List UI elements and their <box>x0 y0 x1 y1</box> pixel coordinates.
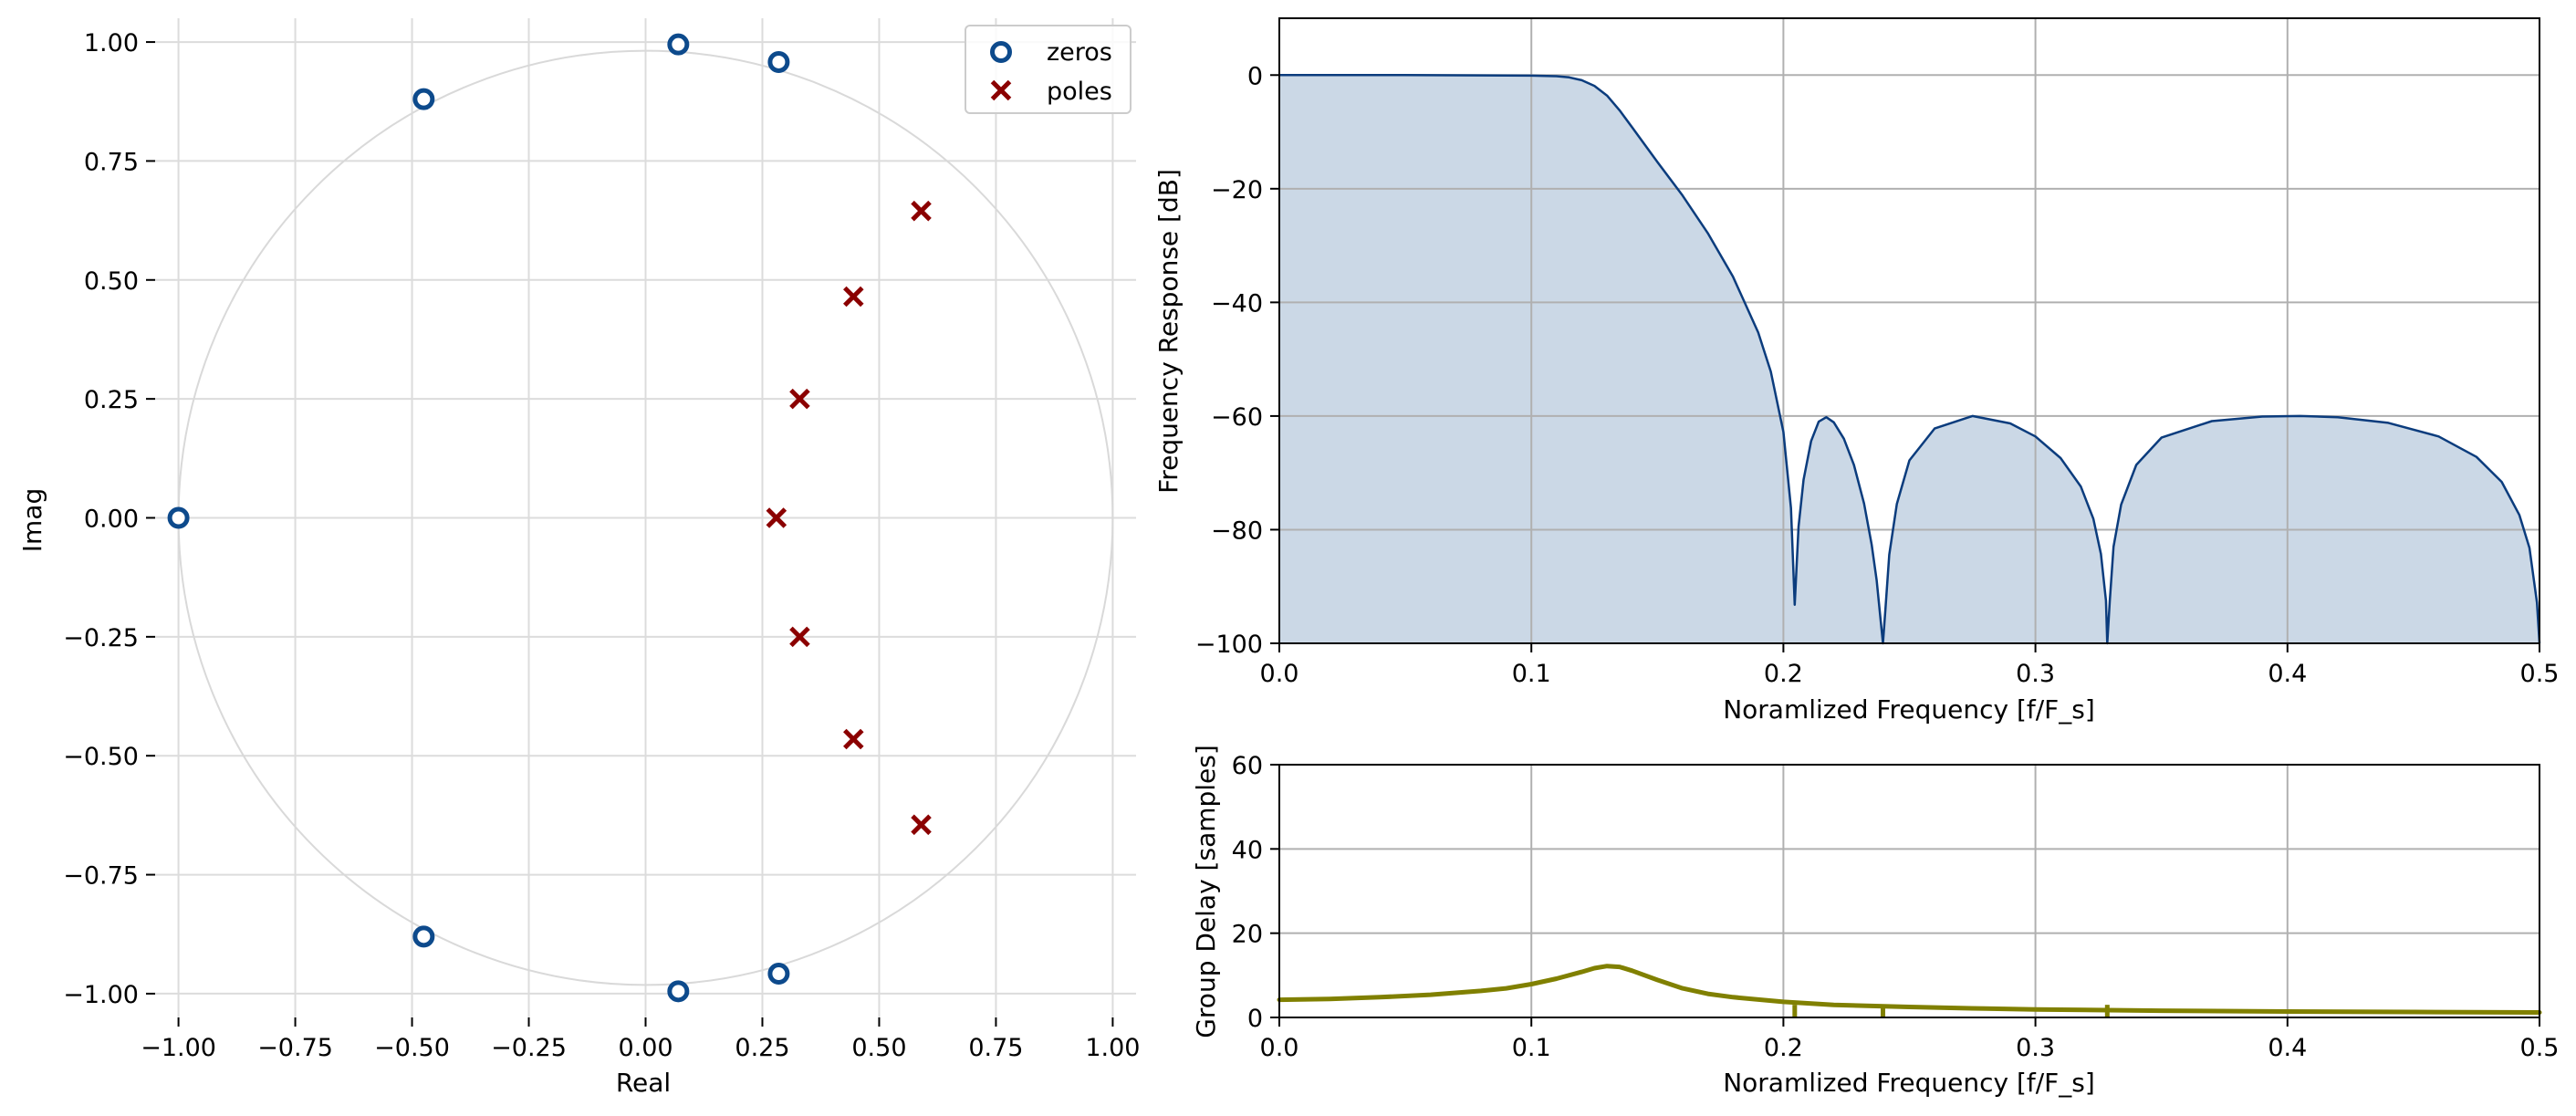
fr-y-axis-label: Frequency Response [dB] <box>1153 169 1184 494</box>
pz-ytick-label-0: 1.00 <box>84 29 139 57</box>
pole-marker-2-stroke-b <box>789 388 810 410</box>
pz-xtick-label-2: −0.50 <box>374 1034 450 1062</box>
pole-marker-0 <box>911 200 932 222</box>
gd-ytick-label-2: 20 <box>1232 921 1263 949</box>
gd-ytick-label-0: 60 <box>1232 752 1263 780</box>
fr-xtick-label-4: 0.4 <box>2268 660 2307 688</box>
group-delay-line <box>1277 964 2542 1015</box>
pole-marker-2 <box>789 388 810 410</box>
pz-ytick-label-2: 0.50 <box>84 267 139 296</box>
pz-ytick-label-4: 0.00 <box>84 506 139 534</box>
zero-marker-0 <box>667 33 690 56</box>
pz-legend: zeros poles <box>965 25 1132 114</box>
zero-marker-4 <box>412 925 435 948</box>
frequency-response-plot: 0.0 0.1 0.2 0.3 0.4 0.5 0 −20 −40 −60 −80 −100 Nora… <box>1153 17 2560 725</box>
zero-marker-2 <box>412 88 435 110</box>
gd-xtick-label-2: 0.2 <box>1764 1034 1803 1062</box>
pole-marker-6-stroke-b <box>911 814 932 836</box>
pz-ytick-label-8: −1.00 <box>63 981 139 1009</box>
pz-xtick-label-3: −0.25 <box>491 1034 567 1062</box>
gd-xtick-label-3: 0.3 <box>2016 1034 2055 1062</box>
pole-marker-3-stroke-b <box>766 507 787 528</box>
gd-y-axis-label: Group Delay [samples] <box>1191 745 1221 1038</box>
gd-xtick-label-4: 0.4 <box>2268 1034 2307 1062</box>
frequency-response-ticks: 0.0 0.1 0.2 0.3 0.4 0.5 0 −20 −40 −60 −80 −100 <box>1195 62 2560 688</box>
pz-xtick-label-0: −1.00 <box>141 1034 216 1062</box>
fr-xtick-label-0: 0.0 <box>1260 660 1299 688</box>
pz-xtick-label-4: 0.00 <box>618 1034 673 1062</box>
fr-ytick-label-5: −100 <box>1195 631 1263 659</box>
pole-marker-5-stroke-b <box>843 728 864 750</box>
fr-xtick-label-3: 0.3 <box>2016 660 2055 688</box>
pole-zero-plot: −1.00 −0.75 −0.50 −0.25 0.00 0.25 0.50 0.75 1.00… <box>17 18 1140 1098</box>
legend-poles-label: poles <box>1047 78 1112 106</box>
pz-xtick-label-8: 1.00 <box>1085 1034 1140 1062</box>
gd-xtick-label-1: 0.1 <box>1512 1034 1551 1062</box>
fr-ytick-label-0: 0 <box>1247 62 1263 90</box>
fr-xtick-label-1: 0.1 <box>1512 660 1551 688</box>
legend-zeros-label: zeros <box>1047 38 1112 67</box>
fr-x-axis-label: Noramlized Frequency [f/F_s] <box>1723 694 2095 725</box>
gd-ytick-label-3: 0 <box>1247 1005 1263 1033</box>
legend-pole-x-stroke-b <box>990 79 1012 101</box>
pz-xtick-label-5: 0.25 <box>735 1034 789 1062</box>
zero-marker-1 <box>767 50 790 73</box>
zero-marker-5 <box>667 980 690 1003</box>
pz-x-axis-label: Real <box>616 1068 671 1098</box>
group-delay-frame <box>1278 764 2540 1018</box>
pole-marker-0-stroke-b <box>911 200 932 222</box>
pole-marker-4-stroke-b <box>789 626 810 648</box>
pole-marker-1 <box>843 286 864 308</box>
pole-marker-5 <box>843 728 864 750</box>
pz-xtick-label-7: 0.75 <box>968 1034 1023 1062</box>
fr-xtick-label-5: 0.5 <box>2520 660 2560 688</box>
pole-zero-ticks: −1.00 −0.75 −0.50 −0.25 0.00 0.25 0.50 0.75 1.00… <box>63 29 1140 1062</box>
frequency-response-frame <box>1278 17 2540 644</box>
gd-xtick-label-0: 0.0 <box>1260 1034 1299 1062</box>
pole-zero-grid <box>155 18 1136 1017</box>
pz-xtick-label-1: −0.75 <box>257 1034 333 1062</box>
legend-zeros-marker <box>990 41 1012 63</box>
frequency-response-fill <box>1279 75 2539 644</box>
gd-xtick-label-5: 0.5 <box>2520 1034 2560 1062</box>
pz-ytick-label-1: 0.75 <box>84 148 139 176</box>
pz-ytick-label-5: −0.25 <box>63 624 139 652</box>
pole-marker-4 <box>789 626 810 648</box>
group-delay-plot: 0.0 0.1 0.2 0.3 0.4 0.5 60 40 20 0 Noramlized Fre… <box>1191 745 2559 1098</box>
zero-marker-3 <box>167 506 190 529</box>
legend-poles-marker <box>990 79 1012 101</box>
pz-ytick-label-3: 0.25 <box>84 386 139 414</box>
pz-xtick-label-6: 0.50 <box>851 1034 906 1062</box>
fr-xtick-label-2: 0.2 <box>1764 660 1803 688</box>
pole-marker-6 <box>911 814 932 836</box>
pole-zero-markers <box>167 33 932 1003</box>
gd-x-axis-label: Noramlized Frequency [f/F_s] <box>1723 1068 2095 1098</box>
zero-marker-6 <box>767 963 790 986</box>
pole-marker-1-stroke-b <box>843 286 864 308</box>
pz-y-axis-label: Imag <box>17 488 47 552</box>
legend-pole-x <box>990 79 1012 101</box>
pz-ytick-label-6: −0.50 <box>63 743 139 771</box>
group-delay-ticks: 0.0 0.1 0.2 0.3 0.4 0.5 60 40 20 0 <box>1232 752 2560 1062</box>
fr-ytick-label-1: −20 <box>1211 176 1263 204</box>
pz-ytick-label-7: −0.75 <box>63 862 139 891</box>
group-delay-grid <box>1278 764 2540 1018</box>
fr-ytick-label-2: −40 <box>1211 289 1263 318</box>
pole-marker-3 <box>766 507 787 528</box>
gd-ytick-label-1: 40 <box>1232 836 1263 864</box>
fr-ytick-label-4: −80 <box>1211 516 1263 545</box>
fr-ytick-label-3: −60 <box>1211 403 1263 432</box>
